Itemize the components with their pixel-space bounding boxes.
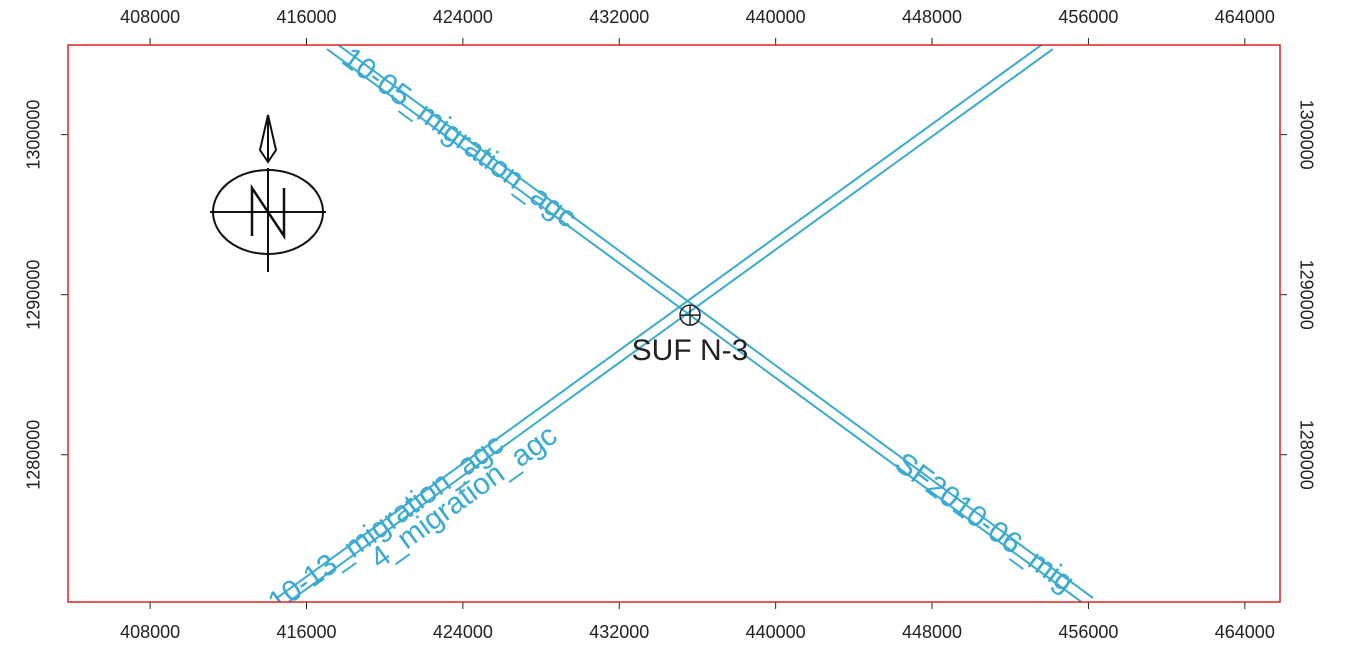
y-tick-label: 1300000 [1296, 100, 1316, 170]
x-tick-label: 440000 [746, 622, 806, 642]
well-cross [680, 305, 701, 326]
x-tick-label: 408000 [120, 622, 180, 642]
y-tick-label: 1280000 [1296, 420, 1316, 490]
y-tick-label: 1290000 [1296, 260, 1316, 330]
seismic-line [326, 48, 1084, 602]
frame-border [67, 44, 1281, 603]
x-tick-label: 456000 [1058, 7, 1118, 27]
x-tick-label: 464000 [1215, 7, 1275, 27]
x-tick-label: 432000 [589, 622, 649, 642]
y-tick-label: 1290000 [24, 260, 44, 330]
x-tick-label: 432000 [589, 7, 649, 27]
x-tick-label: 448000 [902, 7, 962, 27]
x-tick-label: 424000 [433, 622, 493, 642]
x-tick-label: 408000 [120, 7, 180, 27]
x-tick-label: 440000 [746, 7, 806, 27]
y-tick-label: 1300000 [24, 100, 44, 170]
seismic-line [276, 45, 1044, 599]
seismic-line [286, 48, 1054, 602]
x-tick-label: 416000 [276, 7, 336, 27]
y-tick-label: 1280000 [24, 420, 44, 490]
north-arrow [210, 114, 326, 272]
seismic-line [336, 45, 1094, 599]
x-tick-label: 448000 [902, 622, 962, 642]
x-tick-label: 424000 [433, 7, 493, 27]
x-tick-label: 464000 [1215, 622, 1275, 642]
x-tick-label: 416000 [276, 622, 336, 642]
x-tick-label: 456000 [1058, 622, 1118, 642]
well-label: SUF N-3 [632, 334, 749, 367]
